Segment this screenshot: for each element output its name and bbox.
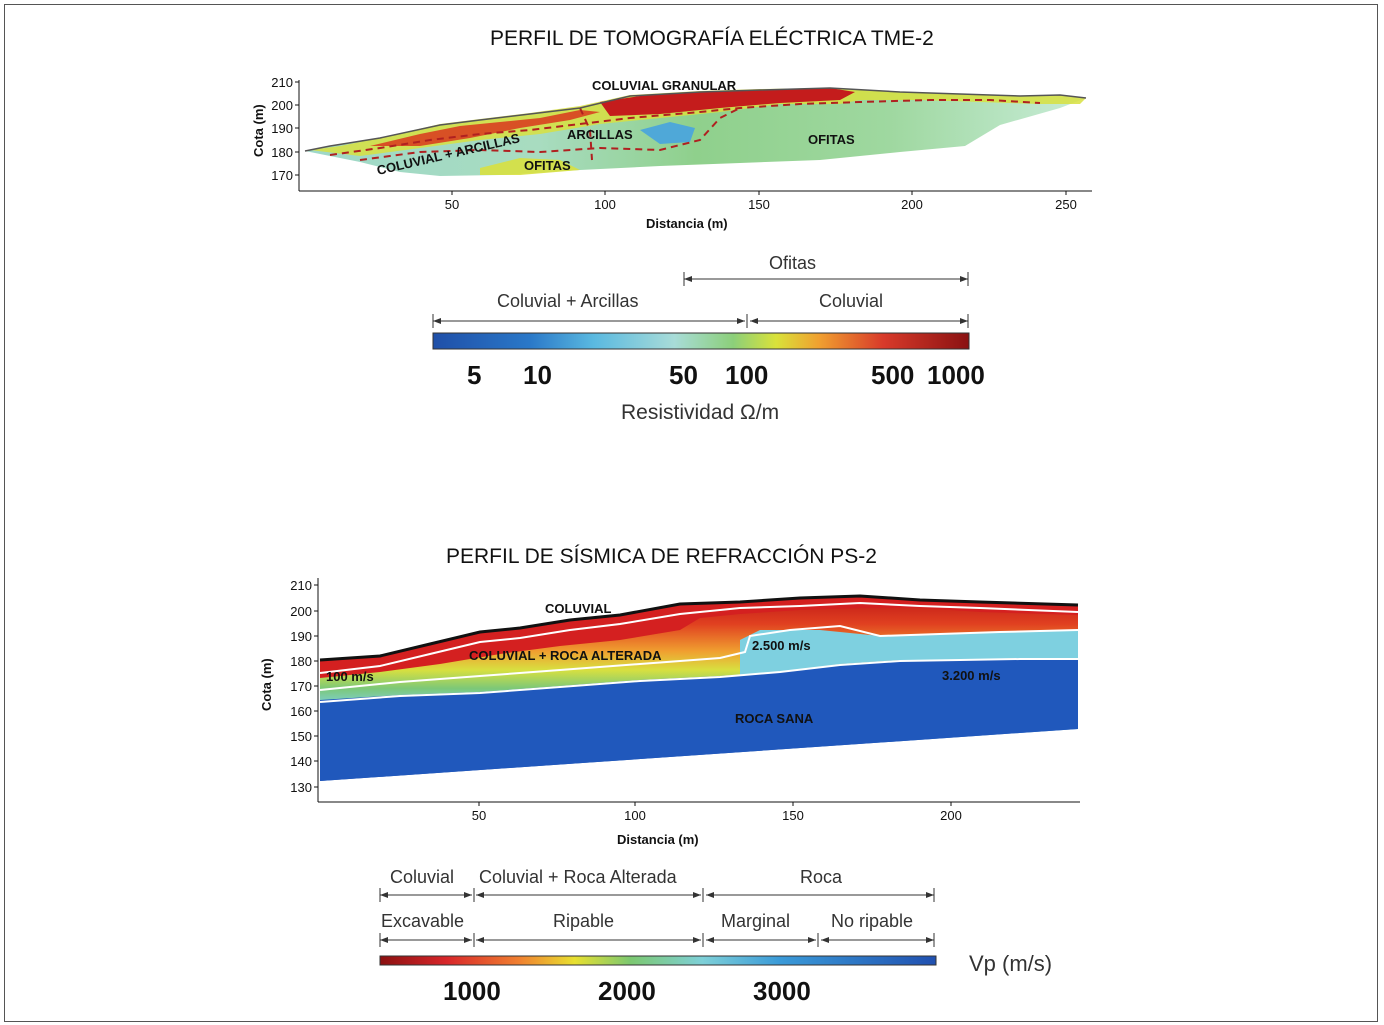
label-roca-sana: ROCA SANA xyxy=(735,711,814,726)
top-x-tick-label: 100 xyxy=(594,197,616,212)
bottom-y-tick-label: 170 xyxy=(290,679,312,694)
legend-marginal: Marginal xyxy=(721,911,790,931)
bottom-y-tick-label: 130 xyxy=(290,780,312,795)
legend-coluvial: Coluvial xyxy=(390,867,454,887)
legend-tick-1000: 1000 xyxy=(927,360,985,390)
legend-ripable: Ripable xyxy=(553,911,614,931)
label-coluvial-granular: COLUVIAL GRANULAR xyxy=(592,78,737,93)
top-x-tick-label: 150 xyxy=(748,197,770,212)
bottom-y-tick-label: 210 xyxy=(290,578,312,593)
bottom-x-axis-label: Distancia (m) xyxy=(617,832,699,847)
top-x-tick-label: 200 xyxy=(901,197,923,212)
bottom-y-tick-label: 140 xyxy=(290,754,312,769)
bottom-x-tick-label: 100 xyxy=(624,808,646,823)
bottom-y-tick-label: 180 xyxy=(290,654,312,669)
top-y-axis-label: Cota (m) xyxy=(251,104,266,157)
label-2500: 2.500 m/s xyxy=(752,638,811,653)
legend-tick-5: 5 xyxy=(467,360,481,390)
legend-coluvial-arcillas: Coluvial + Arcillas xyxy=(497,291,639,311)
seismic-legend: Coluvial Coluvial + Roca Alterada Roca E… xyxy=(379,867,1052,1006)
bottom-y-axis-label: Cota (m) xyxy=(259,658,274,711)
bottom-x-tick-label: 200 xyxy=(940,808,962,823)
label-coluvial: COLUVIAL xyxy=(545,601,612,616)
top-y-tick-label: 190 xyxy=(271,121,293,136)
seismic-profile-title: PERFIL DE SÍSMICA DE REFRACCIÓN PS-2 xyxy=(446,545,877,568)
legend-ofitas: Ofitas xyxy=(769,253,816,273)
legend-coluvial-roca-alterada: Coluvial + Roca Alterada xyxy=(479,867,678,887)
label-ofitas-left: OFITAS xyxy=(524,158,571,173)
bottom-y-tick-label: 150 xyxy=(290,729,312,744)
legend-tick-10: 10 xyxy=(523,360,552,390)
bottom-y-tick-label: 200 xyxy=(290,604,312,619)
legend-excavable: Excavable xyxy=(381,911,464,931)
label-100: 100 m/s xyxy=(326,669,374,684)
resistivity-colorbar xyxy=(432,332,970,350)
legend-tick-50: 50 xyxy=(669,360,698,390)
legend-tick-2000: 2000 xyxy=(598,976,656,1006)
vp-caption: Vp (m/s) xyxy=(969,951,1052,976)
legend-tick-1000: 1000 xyxy=(443,976,501,1006)
bottom-y-tick-label: 160 xyxy=(290,704,312,719)
legend-tick-500: 500 xyxy=(871,360,914,390)
label-arcillas: ARCILLAS xyxy=(567,127,633,142)
resistivity-legend: Ofitas Coluvial + Arcillas Coluvial 5 10… xyxy=(432,253,985,424)
top-x-tick-label: 250 xyxy=(1055,197,1077,212)
bottom-x-tick-label: 50 xyxy=(472,808,486,823)
top-x-tick-label: 50 xyxy=(445,197,459,212)
legend-roca: Roca xyxy=(800,867,843,887)
figure-frame xyxy=(4,4,1378,1022)
bottom-y-tick-label: 190 xyxy=(290,629,312,644)
top-y-tick-label: 210 xyxy=(271,75,293,90)
legend-tick-100: 100 xyxy=(725,360,768,390)
resistivity-caption: Resistividad Ω/m xyxy=(621,401,779,424)
label-coluvial-roca-alterada: COLUVIAL + ROCA ALTERADA xyxy=(469,648,662,663)
label-3200: 3.200 m/s xyxy=(942,668,1001,683)
top-x-axis-label: Distancia (m) xyxy=(646,216,728,231)
resistivity-profile-title: PERFIL DE TOMOGRAFÍA ELÉCTRICA TME-2 xyxy=(490,27,934,50)
top-y-tick-label: 170 xyxy=(271,168,293,183)
legend-coluvial: Coluvial xyxy=(819,291,883,311)
legend-tick-3000: 3000 xyxy=(753,976,811,1006)
top-y-tick-label: 180 xyxy=(271,145,293,160)
vp-colorbar xyxy=(379,955,937,966)
top-y-tick-label: 200 xyxy=(271,98,293,113)
bottom-x-tick-label: 150 xyxy=(782,808,804,823)
legend-no-ripable: No ripable xyxy=(831,911,913,931)
label-ofitas-right: OFITAS xyxy=(808,132,855,147)
